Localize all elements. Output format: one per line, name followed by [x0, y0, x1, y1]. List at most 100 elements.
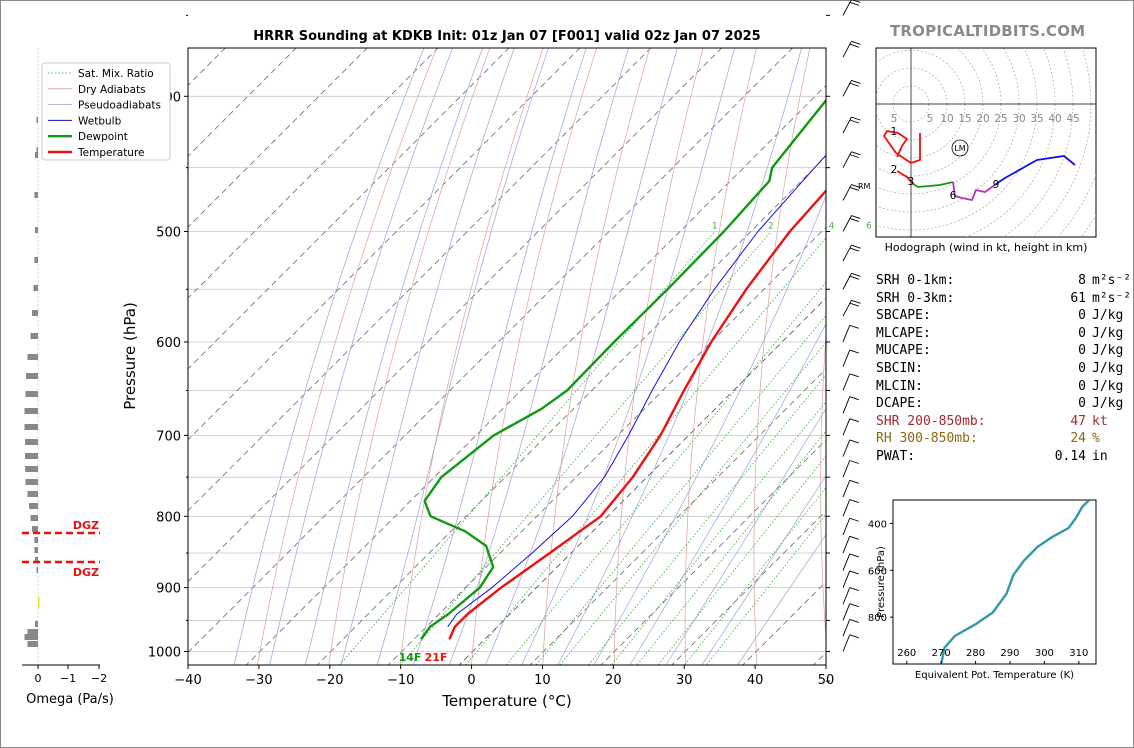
index-unit: J/kg [1092, 308, 1124, 324]
omega-bar [27, 491, 38, 497]
index-value: 0 [1078, 343, 1086, 359]
chart-title: HRRR Sounding at KDKB Init: 01z Jan 07 [… [253, 29, 760, 44]
pseudoadiabat [485, 48, 678, 665]
dry-adiabat [471, 48, 597, 665]
index-label: SBCIN: [876, 360, 923, 376]
omega-x-label: Omega (Pa/s) [26, 692, 114, 707]
mixing-ratio-line [657, 455, 826, 665]
index-row: SBCAPE: 0 J/kg [876, 307, 1131, 325]
wind-barb [842, 244, 861, 262]
dry-adiabat [328, 48, 491, 665]
y-tick-label: 1000 [148, 646, 181, 661]
pseudoadiabat [629, 323, 826, 665]
omega-bar [34, 192, 38, 198]
legend-entry: Dewpoint [78, 131, 128, 143]
mixing-ratio-line [559, 341, 826, 665]
wind-barb [842, 116, 861, 134]
wind-barb [842, 439, 859, 457]
index-label: SHR 200-850mb: [876, 413, 986, 429]
legend-entry: Dry Adiabats [78, 84, 146, 96]
wind-barb [842, 396, 859, 414]
omega-bar [33, 285, 38, 291]
x-tick-label: 40 [747, 673, 764, 688]
y-tick-label: 800 [156, 510, 181, 525]
legend-box [41, 62, 171, 161]
wind-barb [842, 619, 859, 637]
wind-barb [842, 634, 859, 652]
index-value: 47 [1070, 413, 1086, 429]
pseudoadiabat [448, 48, 629, 665]
pseudoadiabat [557, 48, 802, 665]
legend-entry: Temperature [77, 147, 145, 159]
index-row: SBCIN: 0 J/kg [876, 360, 1131, 378]
index-value: 0.14 [1054, 448, 1086, 464]
hodograph-height-label: 9 [993, 179, 1000, 191]
index-label: DCAPE: [876, 396, 923, 412]
pseudoadiabat [376, 48, 549, 665]
index-row: SRH 0-3km: 61 m²s⁻² [876, 290, 1131, 308]
skewt-series [420, 98, 826, 641]
omega-bar [24, 634, 38, 640]
hodograph-segment-6-9km [952, 181, 997, 202]
hodograph-labels: 5 5 10 15 20 25 30 35 40 45 1 23 6 9 RM LM [858, 113, 1080, 202]
theta-e-x-tick-label: 290 [1000, 648, 1019, 659]
index-row: PWAT: 0.14 in [876, 448, 1131, 466]
isotherm [387, 226, 826, 665]
omega-bar [25, 479, 38, 485]
hodograph-ring-label: 40 [1048, 113, 1061, 125]
isotherm [188, 48, 652, 512]
isotherm [188, 48, 793, 653]
index-value: 0 [1078, 378, 1086, 394]
omega-bar [34, 537, 38, 543]
omega-bar [38, 602, 40, 608]
wind-barb [842, 418, 859, 436]
hodograph-segment-1-3km [896, 170, 913, 184]
index-unit: m²s⁻² [1092, 290, 1132, 306]
wind-barb [842, 349, 859, 367]
theta-e-x-tick-label: 270 [932, 648, 951, 659]
omega-x-tick-label: 0 [35, 672, 42, 685]
index-row: DCAPE: 0 J/kg [876, 395, 1131, 413]
index-unit: J/kg [1092, 378, 1124, 394]
theta-e-x-tick-label: 260 [897, 648, 916, 659]
index-value: 61 [1070, 290, 1086, 306]
dgz-label: DGZ [73, 566, 99, 579]
wind-barb [842, 535, 859, 554]
hodograph-height-label: 6 [950, 190, 957, 202]
dry-adiabat [753, 48, 811, 665]
mixing-ratio-label: 1 [712, 222, 717, 232]
mixing-ratio-line [505, 281, 826, 665]
right-mover-label: RM [858, 182, 871, 191]
legend-entry: Wetbulb [78, 115, 122, 127]
index-value: 0 [1078, 308, 1086, 324]
index-row: SRH 0-1km: 8 m²s⁻² [876, 272, 1131, 290]
y-tick-label: 900 [156, 582, 181, 597]
mixing-ratio-line [611, 400, 826, 665]
wind-barb [842, 151, 861, 168]
mixing-ratio-line [465, 237, 826, 665]
wind-barb [842, 272, 861, 290]
series-dewpoint-line [420, 98, 826, 641]
omega-bar [35, 227, 38, 233]
skewt-background-lines [188, 48, 826, 665]
omega-bar [35, 621, 38, 627]
legend-entry: Sat. Mix. Ratio [78, 68, 154, 80]
omega-bar [27, 354, 38, 360]
index-value: 24 [1070, 431, 1086, 447]
omega-bar [34, 257, 38, 263]
hodograph-ring-label: 30 [1012, 113, 1025, 125]
hodograph-ring-label: 25 [994, 113, 1007, 125]
series-temperature-line [448, 188, 826, 640]
y-tick-label: 600 [156, 336, 181, 351]
x-tick-label: 30 [676, 673, 693, 688]
legend-entry: Pseudoadiabats [78, 100, 161, 112]
omega-bar [36, 147, 38, 153]
index-value: 8 [1078, 273, 1086, 288]
pseudoadiabat [269, 48, 453, 665]
hodograph-ring-label: 20 [976, 113, 989, 125]
index-unit: J/kg [1092, 325, 1124, 341]
wind-barb [842, 553, 859, 571]
theta-e-panel: 260 270 280 290 300 310 400 600 800 Equivalent Po… [868, 499, 1097, 681]
mixing-ratio-line [535, 314, 826, 665]
